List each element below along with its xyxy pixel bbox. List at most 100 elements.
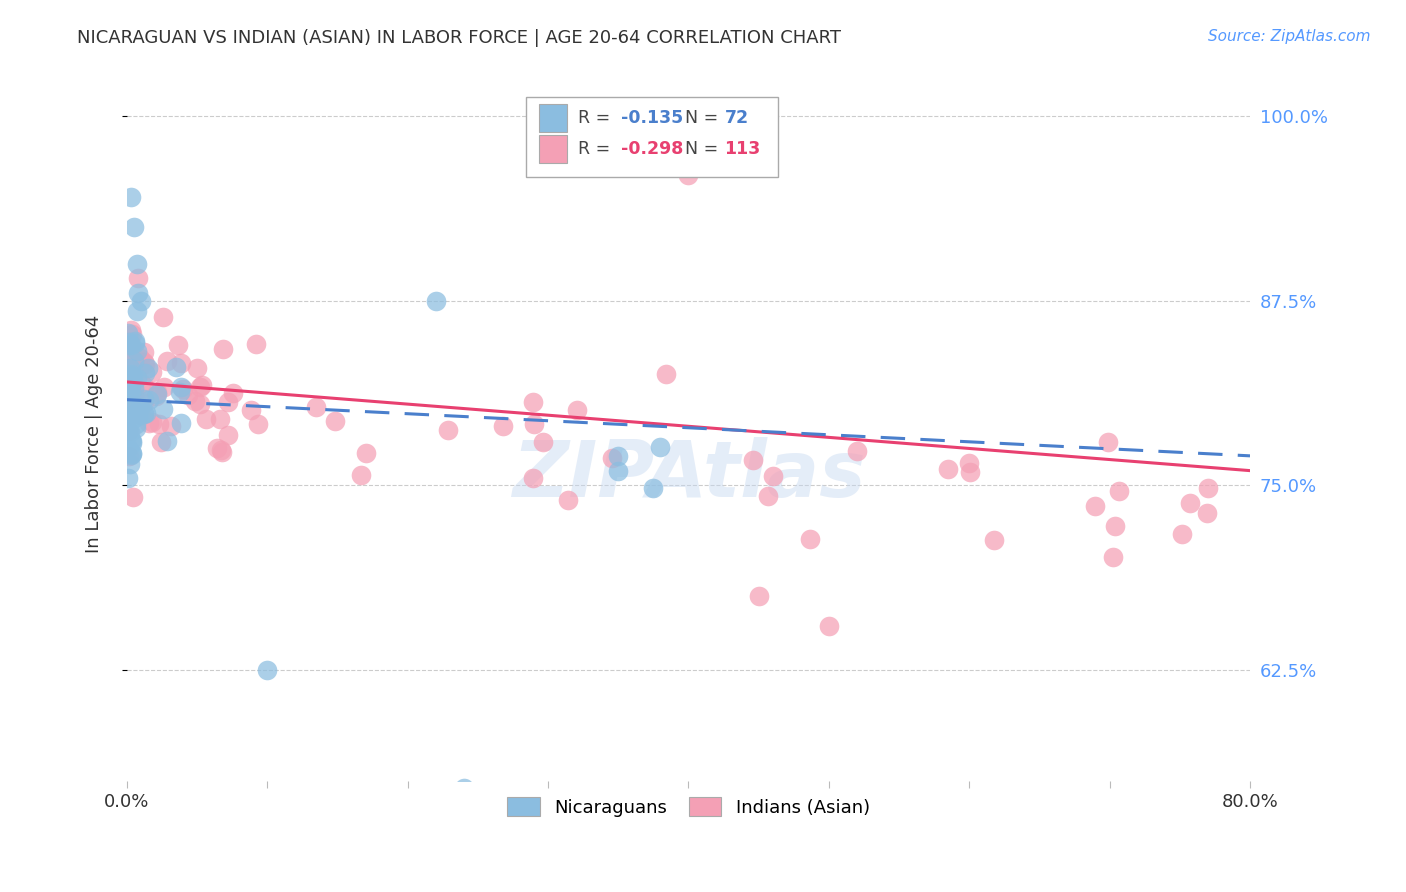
Point — [156, 354, 179, 368]
Point — [120, 448, 142, 462]
Point — [165, 359, 187, 374]
Point — [122, 411, 145, 425]
Point — [146, 387, 169, 401]
Point — [122, 370, 145, 384]
Point — [678, 168, 700, 182]
Point — [121, 491, 143, 505]
Point — [134, 355, 156, 369]
Point — [121, 401, 143, 415]
Point — [208, 412, 231, 426]
Point — [118, 391, 141, 405]
Point — [522, 395, 544, 409]
Point — [217, 395, 239, 409]
Point — [132, 392, 155, 406]
Point — [655, 367, 678, 381]
Point — [132, 406, 155, 420]
Point — [118, 409, 141, 424]
Point — [120, 425, 142, 439]
Point — [120, 338, 142, 352]
Point — [748, 589, 770, 603]
Text: ZIPAtlas: ZIPAtlas — [512, 437, 865, 514]
Point — [132, 396, 155, 410]
Point — [523, 417, 546, 431]
Point — [602, 450, 624, 465]
Point — [125, 257, 148, 271]
Point — [129, 376, 152, 391]
Point — [531, 434, 554, 449]
Point — [170, 355, 193, 369]
Point — [118, 372, 141, 386]
Point — [1108, 483, 1130, 498]
Point — [167, 338, 190, 352]
Point — [118, 361, 141, 376]
Point — [522, 471, 544, 485]
Point — [607, 449, 630, 463]
Point — [134, 357, 156, 371]
Point — [212, 342, 235, 356]
Point — [152, 402, 174, 417]
FancyBboxPatch shape — [538, 103, 567, 131]
Point — [117, 375, 139, 389]
Point — [1104, 519, 1126, 533]
Point — [156, 434, 179, 449]
Point — [121, 373, 143, 387]
Point — [136, 361, 159, 376]
Point — [127, 407, 149, 421]
Text: 113: 113 — [724, 140, 761, 158]
Point — [132, 345, 155, 359]
Point — [567, 403, 589, 417]
Point — [959, 465, 981, 479]
Point — [117, 376, 139, 391]
Point — [118, 384, 141, 398]
Point — [146, 384, 169, 399]
Point — [121, 374, 143, 388]
Point — [148, 417, 170, 431]
Point — [128, 360, 150, 375]
Point — [117, 441, 139, 455]
Point — [491, 418, 513, 433]
Point — [1084, 499, 1107, 513]
Point — [117, 326, 139, 340]
Point — [247, 417, 270, 432]
Point — [120, 375, 142, 389]
Point — [124, 335, 146, 350]
Text: N =: N = — [673, 140, 724, 158]
Point — [1097, 434, 1119, 449]
Point — [150, 435, 173, 450]
Point — [118, 417, 141, 431]
Text: R =: R = — [578, 109, 616, 127]
Point — [117, 379, 139, 393]
Point — [125, 343, 148, 358]
Y-axis label: In Labor Force | Age 20-64: In Labor Force | Age 20-64 — [86, 315, 103, 553]
Point — [209, 443, 232, 458]
Point — [191, 378, 214, 392]
Point — [125, 371, 148, 385]
Point — [217, 428, 239, 442]
Point — [138, 392, 160, 407]
Point — [117, 384, 139, 398]
Point — [305, 400, 328, 414]
Point — [1178, 496, 1201, 510]
Point — [129, 293, 152, 308]
Point — [121, 392, 143, 406]
Point — [141, 365, 163, 379]
Point — [160, 419, 183, 434]
Point — [120, 457, 142, 471]
Point — [118, 334, 141, 348]
Point — [799, 533, 821, 547]
Point — [127, 406, 149, 420]
Point — [117, 449, 139, 463]
Point — [354, 446, 377, 460]
Point — [121, 435, 143, 450]
Point — [121, 409, 143, 424]
Point — [211, 445, 233, 459]
Point — [122, 353, 145, 368]
Point — [118, 334, 141, 349]
Point — [169, 384, 191, 399]
Point — [1171, 527, 1194, 541]
Point — [134, 366, 156, 380]
Point — [129, 408, 152, 422]
Point — [121, 446, 143, 460]
Point — [222, 385, 245, 400]
Point — [152, 310, 174, 324]
